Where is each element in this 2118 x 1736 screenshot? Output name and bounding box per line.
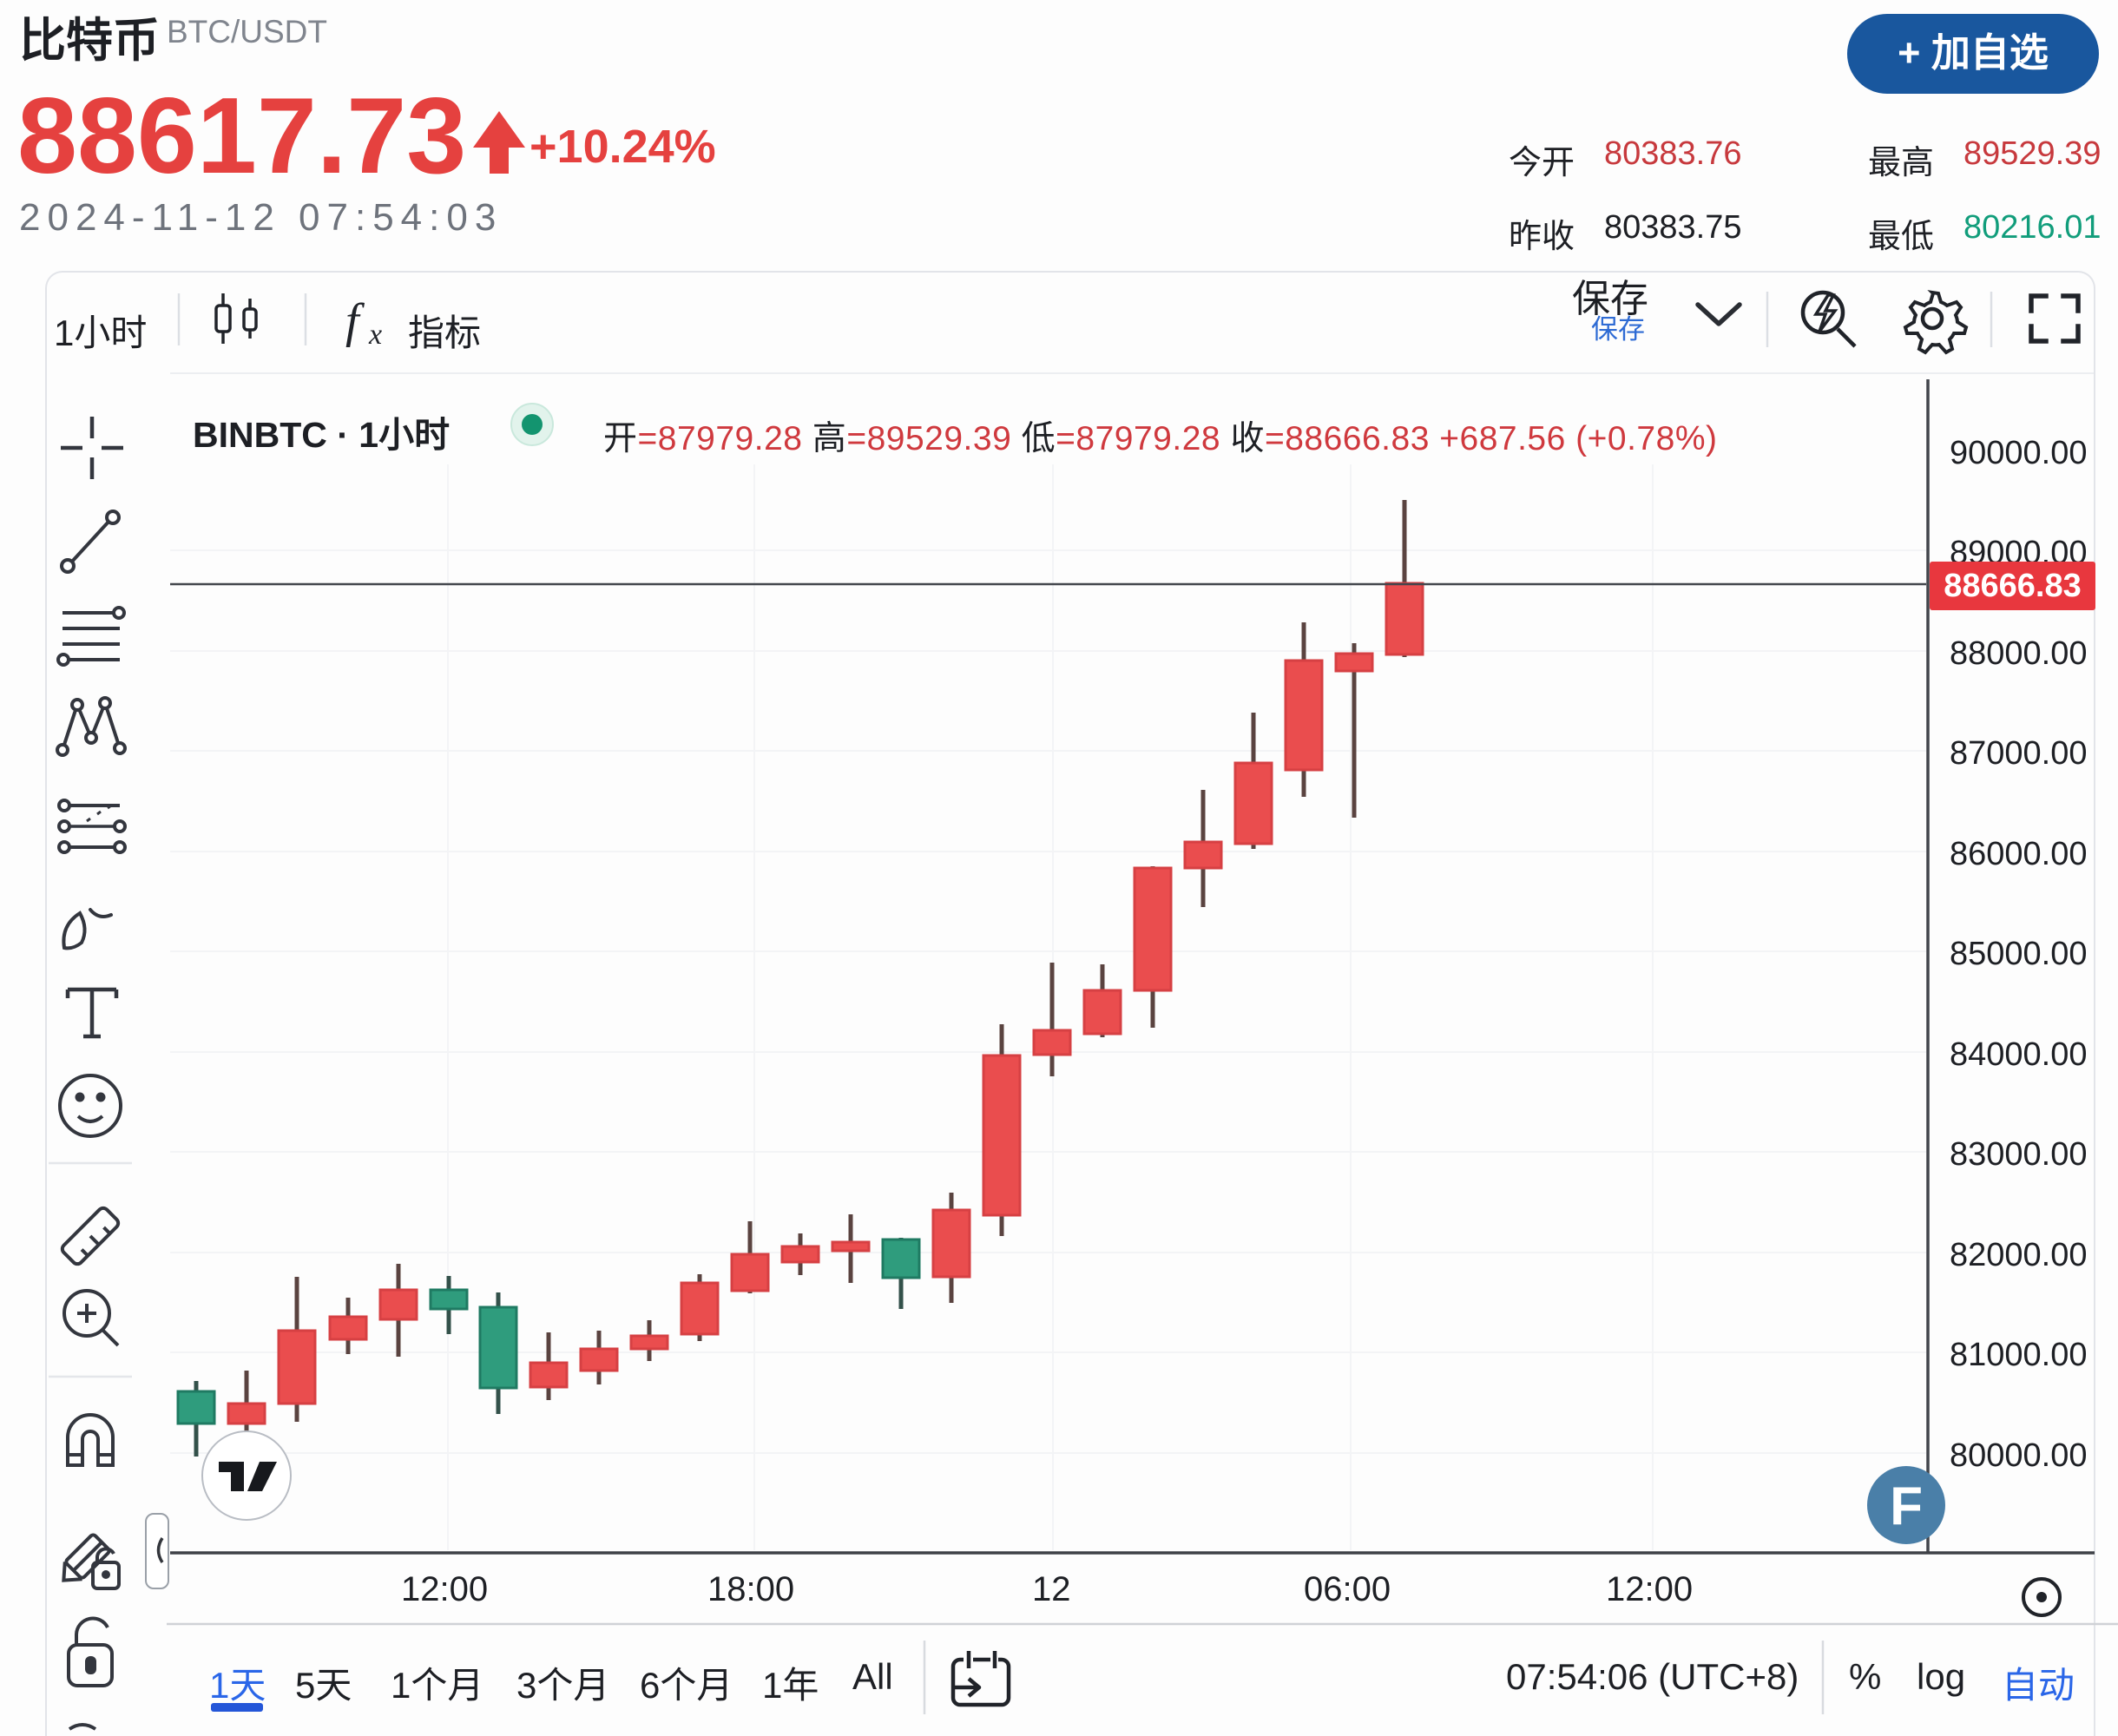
svg-text:f: f — [345, 294, 365, 348]
svg-text:x: x — [368, 319, 382, 351]
svg-text:F: F — [1890, 1476, 1923, 1536]
